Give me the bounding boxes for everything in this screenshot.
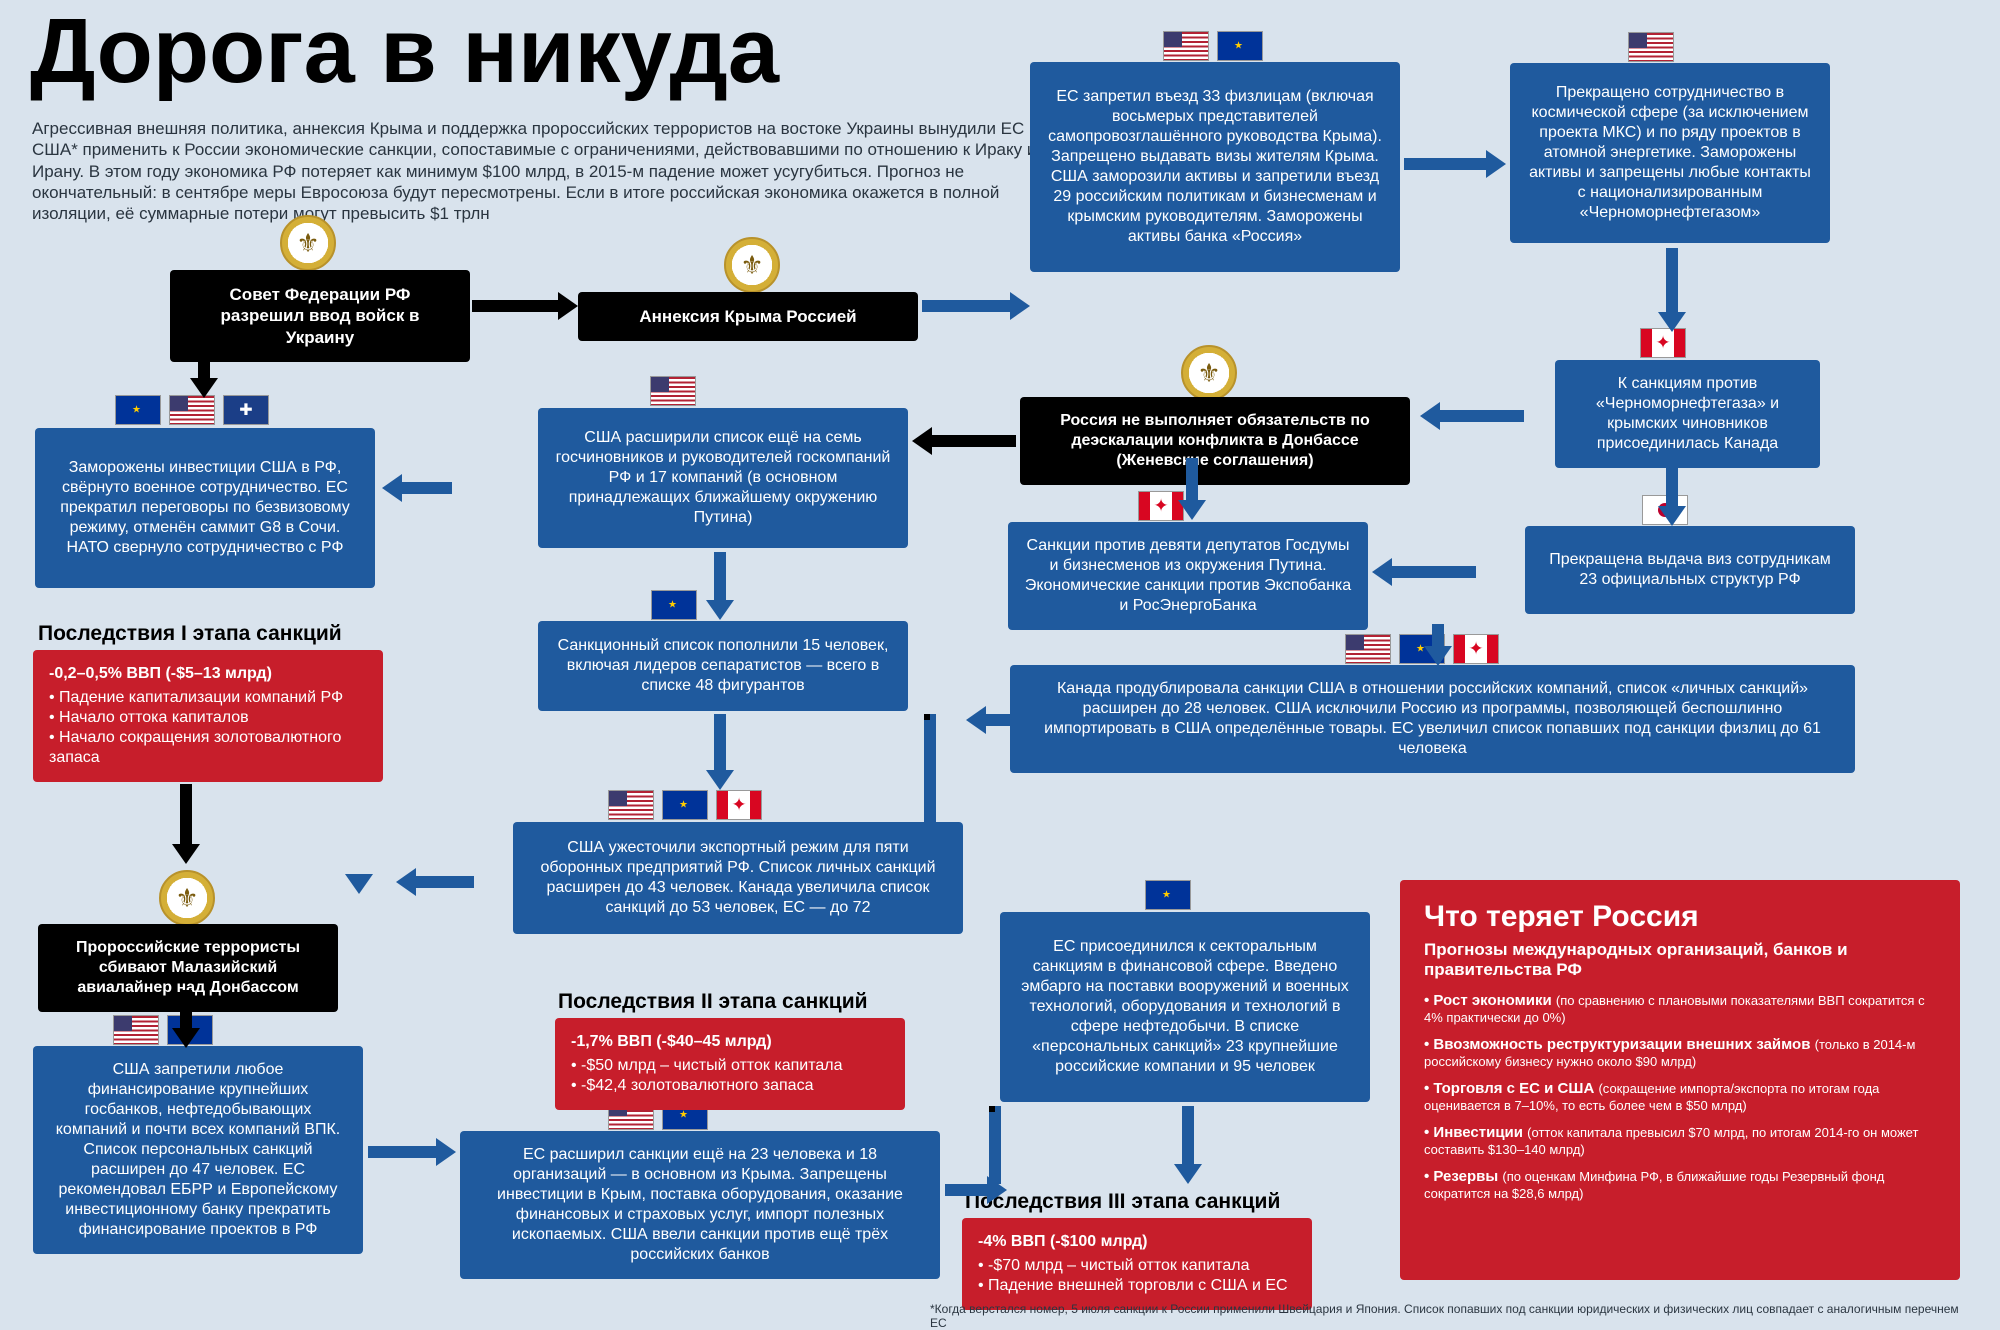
- flow-node: США запретили любое финансирование крупн…: [33, 1046, 363, 1254]
- flow-arrow: [945, 1184, 989, 1196]
- flag-group: ✦: [1640, 328, 1686, 358]
- flow-arrow: [1432, 624, 1444, 648]
- flow-arrow: [180, 990, 192, 1030]
- flag-eu: [662, 790, 708, 820]
- loss-item: • Инвестиции (отток капитала превысил $7…: [1424, 1124, 1936, 1158]
- flag-eu: [115, 395, 161, 425]
- russian-crest-icon: ⚜: [1181, 345, 1237, 401]
- flow-arrow: [180, 784, 192, 846]
- flow-arrow: [368, 1146, 438, 1158]
- flow-node: Россия не выполняет обязательств по деэс…: [1020, 397, 1410, 485]
- flow-arrow: [1666, 248, 1678, 314]
- flow-arrow: [989, 1106, 1001, 1184]
- flow-node: К санкциям против «Черноморнефтегаза» и …: [1555, 360, 1820, 468]
- flow-node: Прекращена выдача виз сотрудникам 23 офи…: [1525, 526, 1855, 614]
- flag-group: [651, 590, 697, 620]
- flag-us: [1345, 634, 1391, 664]
- flag-eu: [1217, 31, 1263, 61]
- flag-ca: ✦: [1640, 328, 1686, 358]
- flow-node: Канада продублировала санкции США в отно…: [1010, 665, 1855, 773]
- flow-node: Санкции против девяти депутатов Госдумы …: [1008, 522, 1368, 630]
- consequence-headline: -1,7% ВВП (-$40–45 млрд): [571, 1032, 889, 1052]
- flag-group: [115, 395, 269, 425]
- consequence-box: -0,2–0,5% ВВП (-$5–13 млрд)Падение капит…: [33, 650, 383, 782]
- consequence-box: -1,7% ВВП (-$40–45 млрд)-$50 млрд – чист…: [555, 1018, 905, 1110]
- flag-ca: ✦: [716, 790, 762, 820]
- loss-item: • Резервы (по оценкам Минфина РФ, в ближ…: [1424, 1168, 1936, 1202]
- russia-losses-panel: Что теряет Россия Прогнозы международных …: [1400, 880, 1960, 1280]
- losses-subtitle: Прогнозы международных организаций, банк…: [1424, 940, 1936, 980]
- section-title: Последствия III этапа санкций: [965, 1190, 1280, 1214]
- main-title: Дорога в никуда: [30, 8, 779, 95]
- russian-crest-icon: ⚜: [159, 870, 215, 926]
- russian-crest-icon: ⚜: [280, 215, 336, 271]
- flag-eu: [651, 590, 697, 620]
- losses-title: Что теряет Россия: [1424, 900, 1936, 934]
- section-title: Последствия II этапа санкций: [558, 990, 868, 1014]
- flag-nato: [223, 395, 269, 425]
- flow-node: ЕС запретил въезд 33 физлицам (включая в…: [1030, 62, 1400, 272]
- flow-arrow: [922, 300, 1012, 312]
- flow-node: ЕС расширил санкции ещё на 23 человека и…: [460, 1131, 940, 1279]
- flow-arrow: [714, 714, 726, 772]
- flow-node: Прекращено сотрудничество в космической …: [1510, 63, 1830, 243]
- flow-arrow: [1404, 158, 1488, 170]
- consequence-headline: -4% ВВП (-$100 млрд): [978, 1232, 1296, 1252]
- flow-arrow: [714, 552, 726, 602]
- flow-node: ЕС присоединился к секторальным санкциям…: [1000, 912, 1370, 1102]
- flag-us: [1628, 32, 1674, 62]
- flag-group: [650, 376, 696, 406]
- flow-arrow: [1666, 464, 1678, 508]
- flag-us: [1163, 31, 1209, 61]
- flag-us: [650, 376, 696, 406]
- consequence-headline: -0,2–0,5% ВВП (-$5–13 млрд): [49, 664, 367, 684]
- flow-arrow: [984, 714, 1044, 726]
- flow-node: Заморожены инвестиции США в РФ, свёрнуто…: [35, 428, 375, 588]
- flag-group: [1145, 880, 1191, 910]
- footnote: *Когда верстался номер, 5 июля санкции к…: [930, 1302, 1970, 1330]
- flow-node: Совет Федерации РФ разрешил ввод войск в…: [170, 270, 470, 362]
- flow-arrow: [930, 435, 1016, 447]
- flag-group: ✦: [1345, 634, 1499, 664]
- flow-arrow: [400, 482, 452, 494]
- flow-arrow: [1186, 458, 1198, 502]
- flow-arrow: [1182, 1106, 1194, 1166]
- intro-paragraph: Агрессивная внешняя политика, аннексия К…: [32, 118, 1082, 224]
- flow-node: Аннексия Крыма Россией: [578, 292, 918, 341]
- flow-node: США ужесточили экспортный режим для пяти…: [513, 822, 963, 934]
- flag-us: [113, 1015, 159, 1045]
- flag-group: ✦: [608, 790, 762, 820]
- flag-eu: [1145, 880, 1191, 910]
- flow-arrow: [1438, 410, 1524, 422]
- russian-crest-icon: ⚜: [724, 237, 780, 293]
- flow-arrow: [414, 876, 474, 888]
- flag-ca: ✦: [1453, 634, 1499, 664]
- flow-node: Санкционный список пополнили 15 человек,…: [538, 621, 908, 711]
- flag-us: [608, 790, 654, 820]
- flag-us: [169, 395, 215, 425]
- flow-arrow: [924, 714, 936, 856]
- section-title: Последствия I этапа санкций: [38, 622, 342, 646]
- loss-item: • Торговля с ЕС и США (сокращение импорт…: [1424, 1080, 1936, 1114]
- flow-arrow: [1390, 566, 1476, 578]
- loss-item: • Рост экономики (по сравнению с плановы…: [1424, 992, 1936, 1026]
- flow-node: США расширили список ещё на семь госчино…: [538, 408, 908, 548]
- consequence-box: -4% ВВП (-$100 млрд)-$70 млрд – чистый о…: [962, 1218, 1312, 1310]
- flag-group: [1628, 32, 1674, 62]
- flag-group: [1163, 31, 1263, 61]
- loss-item: • Ввозможность реструктуризации внешних …: [1424, 1036, 1936, 1070]
- flow-arrow: [198, 334, 210, 380]
- flow-arrow: [472, 300, 560, 312]
